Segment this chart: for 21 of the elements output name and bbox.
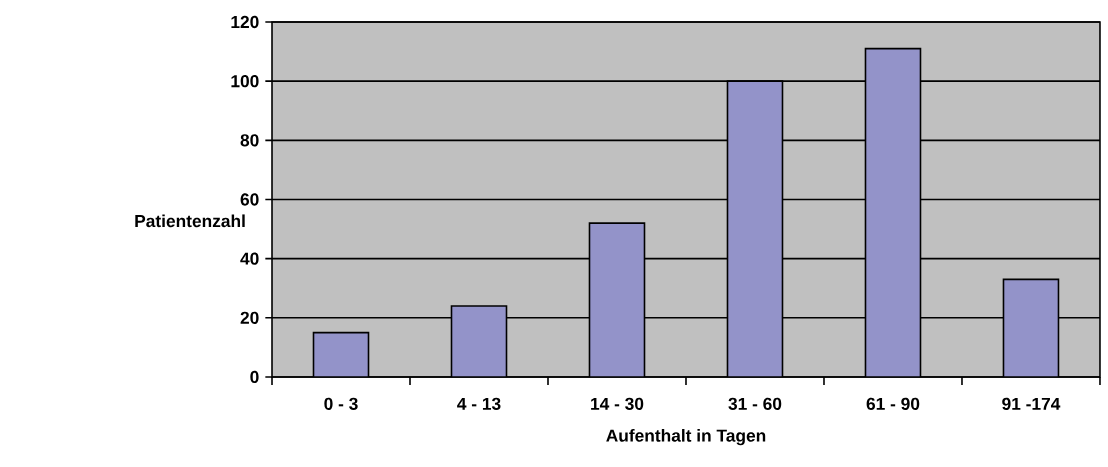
x-tick-label: 61 - 90	[866, 397, 920, 410]
bar	[450, 305, 508, 377]
bar	[312, 331, 370, 377]
bar	[726, 80, 784, 377]
bar	[588, 222, 646, 377]
x-tick-label: 4 - 13	[457, 397, 501, 410]
y-tick-label: 0	[250, 370, 259, 384]
y-tick-label: 40	[240, 252, 259, 265]
x-tick-label: 0 - 3	[324, 397, 358, 410]
y-axis-title: Patientenzahl	[135, 214, 245, 228]
x-tick-label: 14 - 30	[591, 397, 644, 410]
bar	[864, 47, 922, 377]
y-tick-label: 100	[231, 75, 259, 88]
y-tick-label: 120	[231, 15, 259, 29]
y-tick-label: 80	[240, 134, 259, 147]
y-tick-label: 20	[240, 311, 259, 324]
x-axis-title: Aufenthalt in Tagen	[606, 429, 766, 446]
x-tick-label: 31 - 60	[728, 397, 782, 410]
bar	[1002, 278, 1060, 377]
y-tick-label: 60	[240, 193, 259, 206]
x-tick-label: 91 -174	[1002, 397, 1061, 410]
